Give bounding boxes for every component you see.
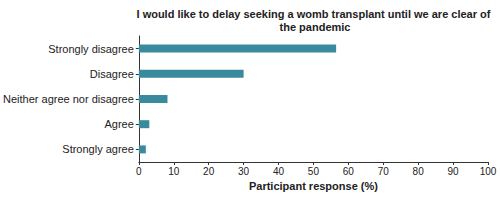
svg-text:80: 80 — [413, 166, 425, 177]
svg-text:Participant response (%): Participant response (%) — [249, 180, 378, 192]
svg-text:0: 0 — [136, 166, 142, 177]
svg-text:50: 50 — [308, 166, 320, 177]
svg-text:100: 100 — [480, 166, 497, 177]
svg-text:Disagree: Disagree — [90, 68, 134, 80]
svg-text:10: 10 — [168, 166, 180, 177]
svg-text:70: 70 — [378, 166, 390, 177]
svg-text:30: 30 — [238, 166, 250, 177]
svg-text:20: 20 — [203, 166, 215, 177]
svg-text:Strongly disagree: Strongly disagree — [48, 43, 134, 55]
svg-text:I would like to delay seeking: I would like to delay seeking a womb tra… — [137, 8, 494, 20]
svg-text:the pandemic: the pandemic — [280, 21, 351, 33]
svg-text:60: 60 — [343, 166, 355, 177]
svg-text:90: 90 — [448, 166, 460, 177]
svg-text:40: 40 — [273, 166, 285, 177]
svg-text:Neither agree nor disagree: Neither agree nor disagree — [3, 93, 134, 105]
svg-text:Strongly agree: Strongly agree — [62, 143, 134, 155]
svg-text:Agree: Agree — [104, 118, 133, 130]
